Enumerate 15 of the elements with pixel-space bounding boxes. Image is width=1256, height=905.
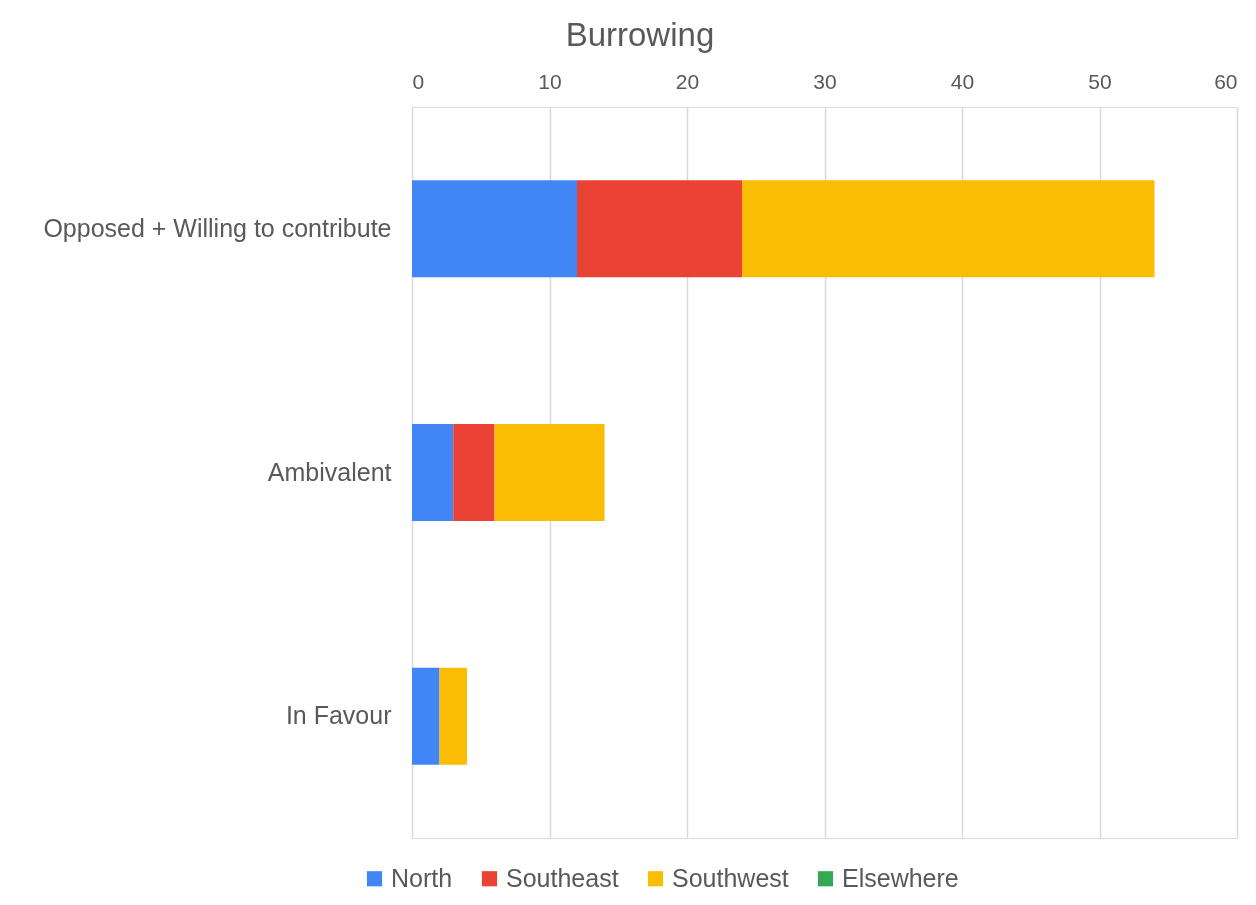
x-tick-label: 60 [1214, 69, 1238, 93]
x-tick-label: 20 [675, 69, 700, 93]
legend-label: Elsewhere [842, 863, 959, 892]
x-tick-label: 0 [412, 69, 425, 93]
chart-title: Burrowing [565, 16, 715, 53]
x-tick-label: 40 [950, 69, 975, 93]
legend-label: Southeast [506, 863, 619, 892]
x-tick-label: 10 [538, 69, 562, 93]
y-tick-label: Ambivalent [267, 457, 392, 486]
y-tick-label: In Favour [285, 701, 392, 730]
x-tick-label: 50 [1088, 69, 1112, 93]
y-tick-label: Opposed + Willing to contribute [43, 213, 392, 242]
legend-label: North [391, 863, 453, 892]
x-tick-label: 30 [813, 69, 837, 93]
legend-label: Southwest [672, 863, 789, 892]
